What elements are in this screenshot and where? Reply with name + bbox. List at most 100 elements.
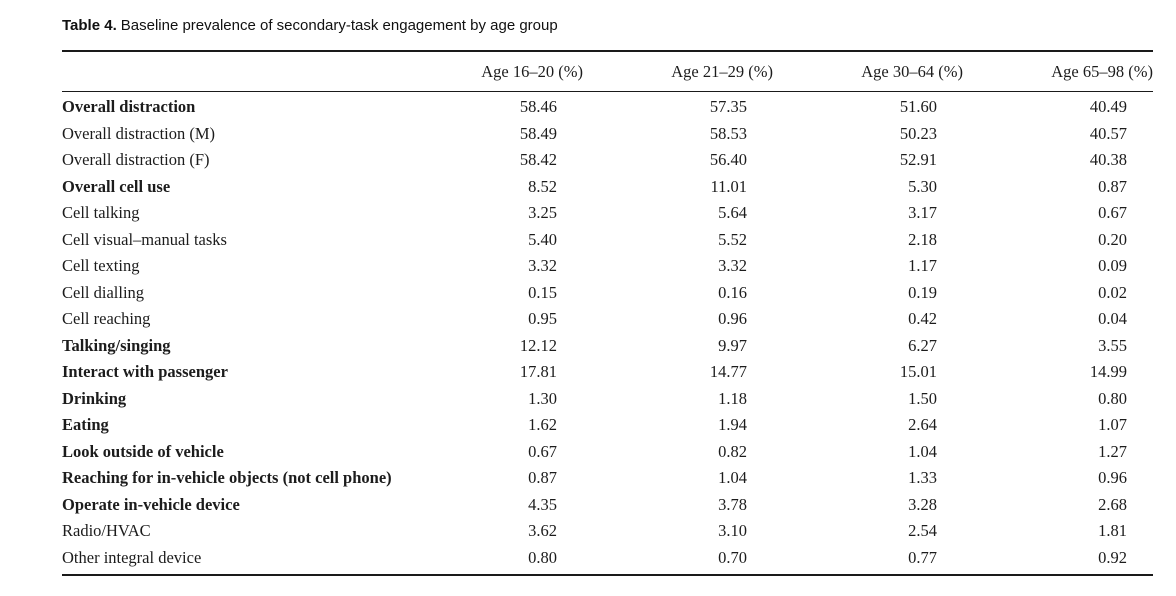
cell-value: 0.95 bbox=[528, 309, 557, 328]
table-row: Cell visual–manual tasks 5.40 5.52 2.18 0.20 bbox=[62, 227, 1153, 254]
stub-header-cell bbox=[62, 51, 393, 92]
cell-value: 1.94 bbox=[718, 415, 747, 434]
cell-value: 0.80 bbox=[1098, 388, 1127, 408]
row-label: Cell dialling bbox=[62, 282, 145, 302]
cell-value: 3.17 bbox=[908, 203, 937, 222]
row-label: Overall distraction (M) bbox=[62, 123, 216, 143]
table-body: Overall distraction 58.46 57.35 51.60 40.49 O… bbox=[62, 92, 1153, 576]
cell-value: 3.62 bbox=[528, 521, 557, 540]
cell-value: 0.96 bbox=[1098, 468, 1127, 487]
cell-value: 12.12 bbox=[519, 335, 557, 355]
cell-value: 2.54 bbox=[908, 521, 937, 540]
table-row: Overall distraction 58.46 57.35 51.60 40.49 bbox=[62, 92, 1153, 121]
header-row: Age 16–20 (%) Age 21–29 (%) Age 30–64 (%… bbox=[62, 51, 1153, 92]
prevalence-table: Age 16–20 (%) Age 21–29 (%) Age 30–64 (%… bbox=[62, 50, 1153, 576]
column-header-age-16-20: Age 16–20 (%) bbox=[393, 51, 583, 92]
row-label: Talking/singing bbox=[62, 335, 171, 355]
cell-value: 40.57 bbox=[1089, 123, 1127, 143]
cell-value: 1.62 bbox=[528, 415, 557, 434]
row-label: Cell texting bbox=[62, 256, 140, 275]
cell-value: 1.33 bbox=[908, 468, 937, 487]
cell-value: 0.70 bbox=[718, 547, 747, 567]
cell-value: 3.25 bbox=[528, 203, 557, 222]
row-label: Interact with passenger bbox=[62, 362, 228, 381]
cell-value: 11.01 bbox=[710, 176, 747, 196]
cell-value: 5.40 bbox=[528, 229, 557, 249]
cell-value: 2.18 bbox=[908, 229, 937, 249]
row-label: Overall cell use bbox=[62, 176, 171, 196]
column-header-age-65-98: Age 65–98 (%) bbox=[963, 51, 1153, 92]
cell-value: 40.38 bbox=[1089, 150, 1127, 169]
cell-value: 56.40 bbox=[709, 150, 747, 169]
cell-value: 0.96 bbox=[718, 309, 747, 328]
cell-value: 0.92 bbox=[1098, 547, 1127, 567]
cell-value: 0.80 bbox=[528, 547, 557, 567]
article-table-figure: Table 4. Baseline prevalence of secondary… bbox=[62, 15, 1153, 576]
row-label: Cell visual–manual tasks bbox=[62, 229, 227, 249]
cell-value: 0.19 bbox=[908, 282, 937, 302]
cell-value: 2.64 bbox=[908, 415, 937, 434]
table-row: Interact with passenger 17.81 14.77 15.01 14… bbox=[62, 359, 1153, 386]
cell-value: 1.04 bbox=[718, 468, 747, 487]
cell-value: 0.67 bbox=[1098, 203, 1127, 222]
cell-value: 52.91 bbox=[899, 150, 937, 169]
cell-value: 0.09 bbox=[1098, 256, 1127, 275]
column-header-age-30-64: Age 30–64 (%) bbox=[773, 51, 963, 92]
cell-value: 1.27 bbox=[1098, 441, 1127, 461]
cell-value: 3.32 bbox=[528, 256, 557, 275]
table-row: Radio/HVAC 3.62 3.10 2.54 1.81 bbox=[62, 518, 1153, 545]
cell-value: 58.53 bbox=[709, 123, 747, 143]
cell-value: 0.42 bbox=[908, 309, 937, 328]
cell-value: 5.30 bbox=[908, 176, 937, 196]
row-label: Overall distraction (F) bbox=[62, 150, 210, 169]
cell-value: 5.52 bbox=[718, 229, 747, 249]
cell-value: 0.04 bbox=[1098, 309, 1127, 328]
table-row: Reaching for in-vehicle objects (not cel… bbox=[62, 465, 1153, 492]
table-row: Cell reaching 0.95 0.96 0.42 0.04 bbox=[62, 306, 1153, 333]
cell-value: 50.23 bbox=[899, 123, 937, 143]
cell-value: 5.64 bbox=[718, 203, 747, 222]
cell-value: 8.52 bbox=[528, 176, 557, 196]
table-row: Overall distraction (F) 58.42 56.40 52.91 40… bbox=[62, 147, 1153, 174]
table-row: Cell texting 3.32 3.32 1.17 0.09 bbox=[62, 253, 1153, 280]
table-row: Eating 1.62 1.94 2.64 1.07 bbox=[62, 412, 1153, 439]
cell-value: 4.35 bbox=[528, 494, 557, 514]
cell-value: 6.27 bbox=[908, 335, 937, 355]
cell-value: 1.04 bbox=[908, 441, 937, 461]
cell-value: 3.78 bbox=[718, 494, 747, 514]
table-caption-number: Table 4. bbox=[62, 17, 117, 34]
table-row: Operate in-vehicle device 4.35 3.78 3.28 2.6… bbox=[62, 492, 1153, 519]
cell-value: 9.97 bbox=[718, 335, 747, 355]
cell-value: 1.18 bbox=[718, 388, 747, 408]
cell-value: 40.49 bbox=[1089, 97, 1127, 116]
cell-value: 3.10 bbox=[718, 521, 747, 540]
cell-value: 14.77 bbox=[709, 362, 747, 381]
cell-value: 1.07 bbox=[1098, 415, 1127, 434]
row-label: Radio/HVAC bbox=[62, 521, 151, 540]
row-label: Drinking bbox=[62, 388, 127, 408]
row-label: Reaching for in-vehicle objects (not cel… bbox=[62, 468, 392, 487]
cell-value: 0.15 bbox=[528, 282, 557, 302]
row-label: Overall distraction bbox=[62, 97, 196, 116]
cell-value: 1.17 bbox=[908, 256, 937, 275]
cell-value: 0.67 bbox=[528, 441, 557, 461]
cell-value: 0.77 bbox=[908, 547, 937, 567]
table-row: Drinking 1.30 1.18 1.50 0.80 bbox=[62, 386, 1153, 413]
table-caption: Table 4. Baseline prevalence of secondary… bbox=[62, 15, 1153, 36]
column-header-age-21-29: Age 21–29 (%) bbox=[583, 51, 773, 92]
row-label: Cell reaching bbox=[62, 309, 151, 328]
cell-value: 1.50 bbox=[908, 388, 937, 408]
cell-value: 1.81 bbox=[1098, 521, 1127, 540]
cell-value: 17.81 bbox=[519, 362, 557, 381]
table-row: Overall cell use 8.52 11.01 5.30 0.87 bbox=[62, 174, 1153, 201]
row-label: Other integral device bbox=[62, 547, 202, 567]
cell-value: 0.02 bbox=[1098, 282, 1127, 302]
cell-value: 58.42 bbox=[519, 150, 557, 169]
cell-value: 0.16 bbox=[718, 282, 747, 302]
table-row: Overall distraction (M) 58.49 58.53 50.23 40… bbox=[62, 121, 1153, 148]
cell-value: 0.87 bbox=[1098, 176, 1127, 196]
cell-value: 0.87 bbox=[528, 468, 557, 487]
cell-value: 58.49 bbox=[519, 123, 557, 143]
row-label: Look outside of vehicle bbox=[62, 441, 224, 461]
table-row: Look outside of vehicle 0.67 0.82 1.04 1.27 bbox=[62, 439, 1153, 466]
